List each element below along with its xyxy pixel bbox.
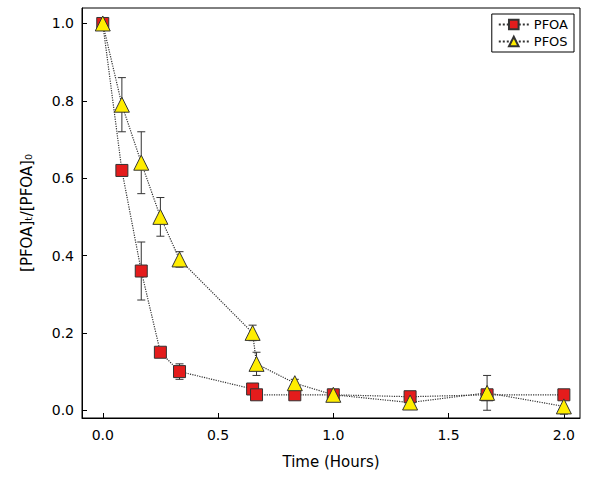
svg-text:Time (Hours): Time (Hours) <box>281 453 379 471</box>
svg-text:0.0: 0.0 <box>92 427 114 443</box>
svg-text:0.5: 0.5 <box>207 427 229 443</box>
svg-text:0.0: 0.0 <box>52 402 74 418</box>
svg-text:[PFOA]ₜ/[PFOA]₀: [PFOA]ₜ/[PFOA]₀ <box>18 154 36 272</box>
svg-text:PFOA: PFOA <box>534 17 568 32</box>
svg-text:2.0: 2.0 <box>553 427 575 443</box>
svg-text:0.8: 0.8 <box>52 93 74 109</box>
svg-text:1.0: 1.0 <box>52 15 74 31</box>
svg-text:0.4: 0.4 <box>52 248 74 264</box>
svg-text:1.5: 1.5 <box>437 427 459 443</box>
svg-text:0.6: 0.6 <box>52 170 74 186</box>
svg-text:PFOS: PFOS <box>534 34 568 49</box>
svg-text:0.2: 0.2 <box>52 325 74 341</box>
svg-text:1.0: 1.0 <box>322 427 344 443</box>
